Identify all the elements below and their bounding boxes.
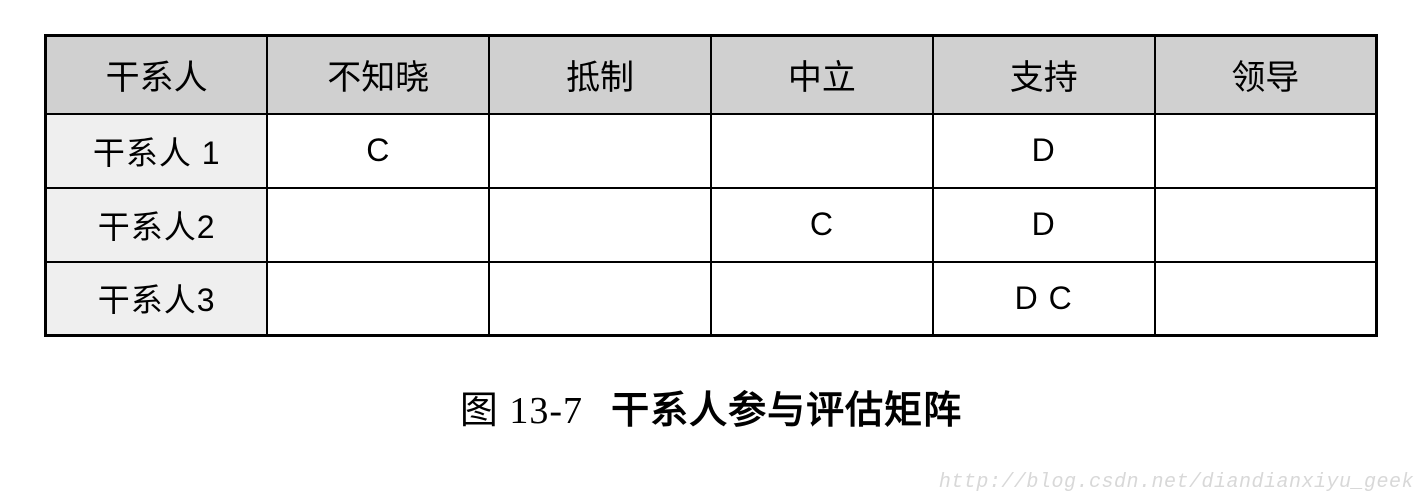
cell (711, 262, 933, 336)
cell: D (933, 188, 1155, 262)
row-label: 干系人3 (46, 262, 268, 336)
cell: C (711, 188, 933, 262)
cell (489, 262, 711, 336)
col-header-stakeholder: 干系人 (46, 36, 268, 114)
cell (267, 188, 489, 262)
cell: C (267, 114, 489, 188)
col-header-unaware: 不知晓 (267, 36, 489, 114)
row-label: 干系人 1 (46, 114, 268, 188)
cell (1155, 188, 1377, 262)
watermark-text: http://blog.csdn.net/diandianxiyu_geek (939, 471, 1414, 494)
cell: D (933, 114, 1155, 188)
col-header-resistant: 抵制 (489, 36, 711, 114)
cell (1155, 262, 1377, 336)
cell (1155, 114, 1377, 188)
stakeholder-matrix-table: 干系人 不知晓 抵制 中立 支持 领导 干系人 1 C D 干系人2 C (44, 34, 1378, 337)
cell (267, 262, 489, 336)
cell: D C (933, 262, 1155, 336)
cell (711, 114, 933, 188)
col-header-supportive: 支持 (933, 36, 1155, 114)
table-row: 干系人2 C D (46, 188, 1377, 262)
table-row: 干系人 1 C D (46, 114, 1377, 188)
table-row: 干系人3 D C (46, 262, 1377, 336)
figure-caption: 图 13-7 干系人参与评估矩阵 (44, 379, 1378, 434)
figure-title: 干系人参与评估矩阵 (611, 390, 962, 432)
cell (489, 188, 711, 262)
figure-number: 图 13-7 (460, 390, 583, 432)
cell (489, 114, 711, 188)
row-label: 干系人2 (46, 188, 268, 262)
col-header-neutral: 中立 (711, 36, 933, 114)
col-header-leading: 领导 (1155, 36, 1377, 114)
